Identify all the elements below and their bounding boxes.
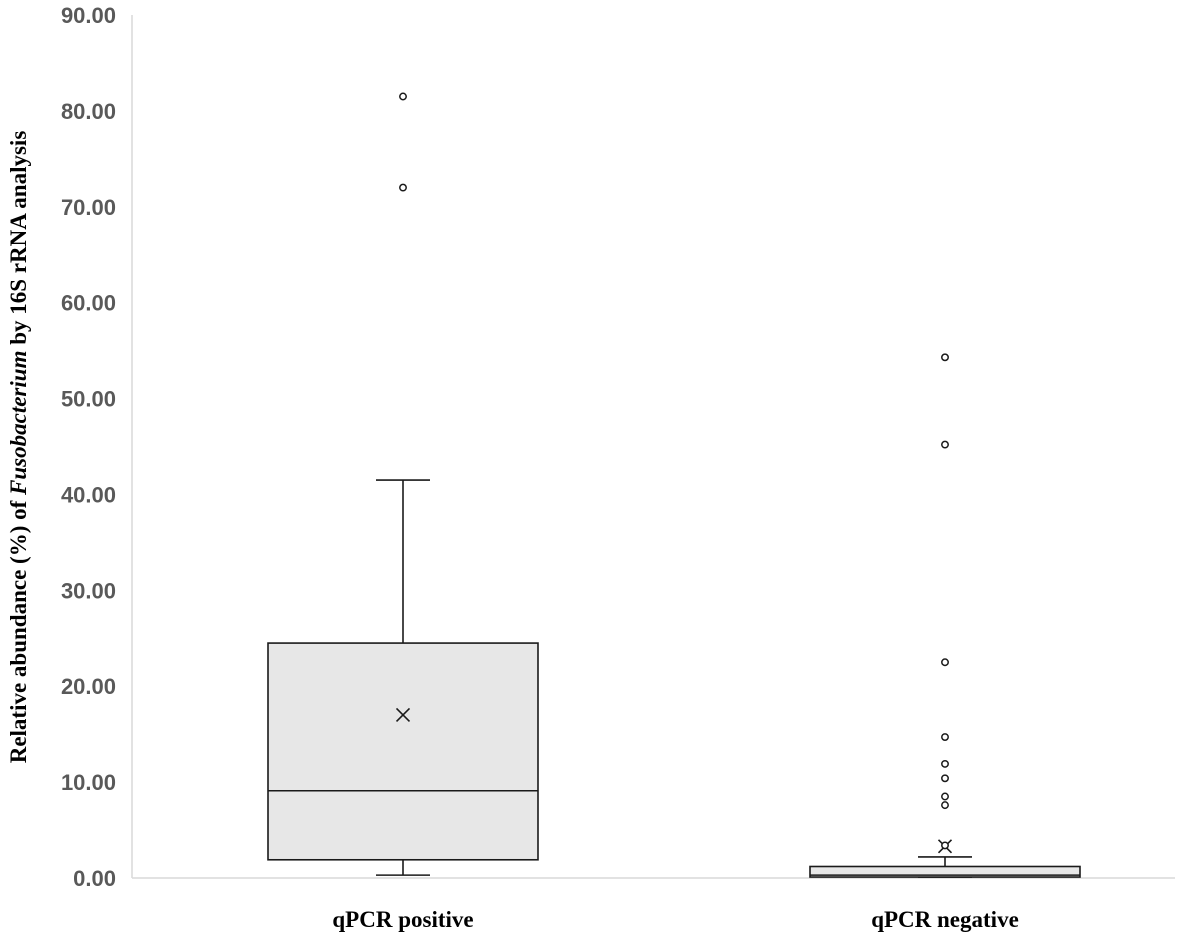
y-tick-label: 50.00	[61, 387, 116, 412]
box-series	[267, 92, 1081, 878]
box-iqr	[267, 642, 539, 861]
y-axis-title: Relative abundance (%) of Fusobacterium …	[6, 131, 31, 764]
outlier-point	[941, 774, 949, 783]
y-axis-title-italic: Fusobacterium	[6, 351, 31, 496]
y-axis-title-part2: by 16S rRNA analysis	[6, 131, 31, 351]
outlier-point	[399, 92, 407, 101]
outlier-point	[399, 183, 407, 192]
y-tick-label: 0.00	[73, 866, 116, 891]
y-tick-label: 60.00	[61, 291, 116, 316]
outlier-point	[941, 733, 949, 741]
outlier-point	[941, 841, 949, 850]
mean-marker	[395, 707, 411, 723]
axes	[131, 15, 1175, 879]
outlier-point	[941, 440, 949, 449]
y-tick-label: 40.00	[61, 482, 116, 507]
outlier-point	[941, 792, 949, 801]
y-axis-title-part1: Relative abundance (%) of	[6, 495, 31, 763]
y-tick-label: 90.00	[61, 3, 116, 28]
x-category-label: qPCR positive	[332, 907, 473, 932]
y-tick-label: 10.00	[61, 770, 116, 795]
y-tick-label: 80.00	[61, 99, 116, 124]
y-tick-label: 70.00	[61, 195, 116, 220]
outlier-point	[941, 658, 949, 667]
box-iqr	[809, 865, 1081, 878]
x-axis-category-labels: qPCR positive qPCR negative	[332, 907, 1018, 932]
outlier-point	[941, 801, 949, 810]
box-group	[809, 353, 1081, 878]
x-category-label: qPCR negative	[871, 907, 1019, 932]
y-axis-tick-labels: 0.00 10.00 20.00 30.00 40.00 50.00 60.00 70.00 8…	[61, 3, 116, 891]
box-group	[267, 92, 539, 876]
y-tick-label: 20.00	[61, 674, 116, 699]
outlier-point	[941, 759, 949, 768]
y-tick-label: 30.00	[61, 578, 116, 603]
outlier-point	[941, 353, 949, 362]
